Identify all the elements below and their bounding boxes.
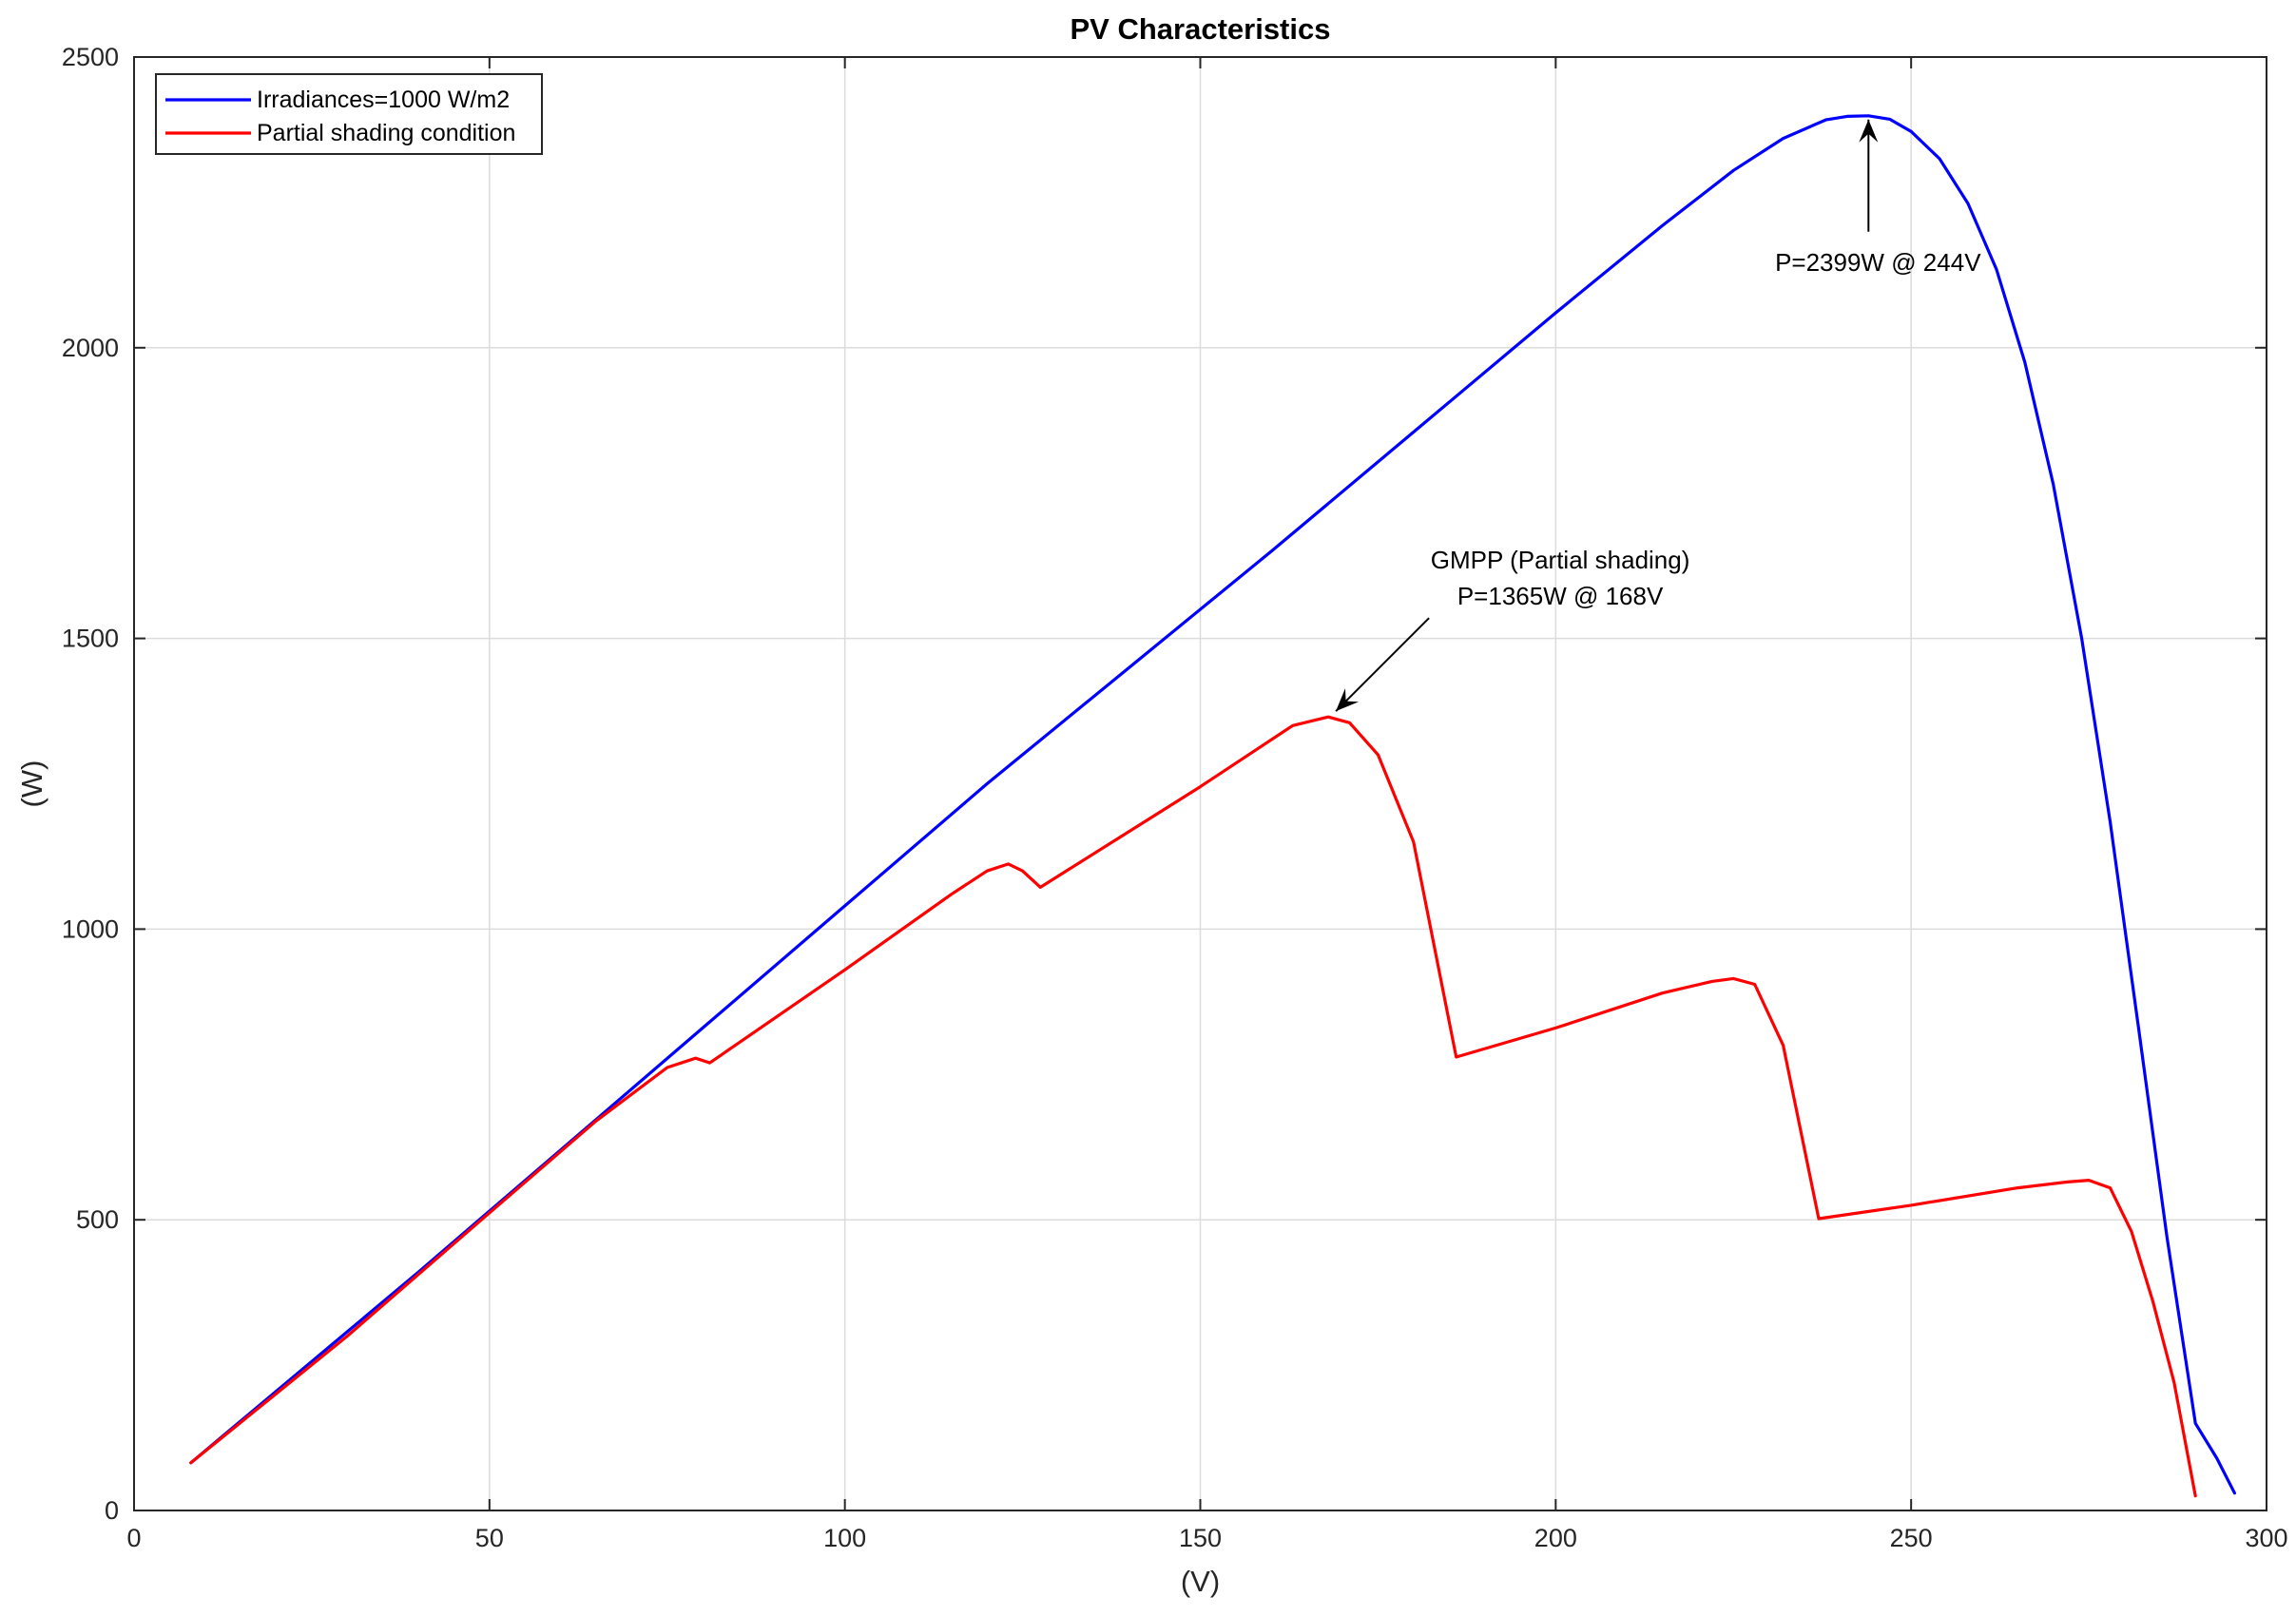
- x-tick-label: 250: [1890, 1524, 1933, 1552]
- series-group: [189, 114, 2236, 1498]
- y-tick-label: 0: [105, 1496, 119, 1525]
- annotation-arrow-gmpp-head: [1336, 688, 1360, 712]
- series-line-1: [189, 114, 2236, 1495]
- y-tick-label: 1500: [62, 625, 119, 653]
- annotation-gmpp-title: GMPP (Partial shading): [1431, 546, 1690, 574]
- legend-label-1: Irradiances=1000 W/m2: [257, 87, 510, 113]
- y-axis-label: (W): [15, 760, 48, 808]
- legend-label-2: Partial shading condition: [257, 120, 515, 146]
- annotations: P=2399W @ 244V GMPP (Partial shading) P=13…: [1335, 119, 1981, 712]
- x-tick-label: 300: [2245, 1524, 2287, 1552]
- legend-box: [155, 73, 543, 155]
- legend: Irradiances=1000 W/m2 Partial shading con…: [155, 73, 543, 155]
- x-axis-label: (V): [1181, 1565, 1220, 1598]
- x-tick-label: 150: [1179, 1524, 1222, 1552]
- grid: [134, 57, 2267, 1510]
- annotation-blue-peak: P=2399W @ 244V: [1775, 248, 1981, 277]
- y-tick-label: 500: [76, 1205, 119, 1234]
- y-tick-label: 2000: [62, 334, 119, 362]
- series-line-2: [189, 715, 2197, 1498]
- x-tick-label: 50: [475, 1524, 504, 1552]
- x-tick-label: 0: [126, 1524, 141, 1552]
- annotation-arrow-gmpp-shaft: [1335, 617, 1430, 712]
- x-tick-label: 100: [823, 1524, 866, 1552]
- chart-title: PV Characteristics: [1071, 12, 1331, 46]
- y-tick-label: 1000: [62, 914, 119, 943]
- annotation-gmpp-value: P=1365W @ 168V: [1457, 582, 1664, 610]
- x-tick-label: 200: [1534, 1524, 1577, 1552]
- annotation-arrow-blue-peak-head: [1859, 119, 1879, 143]
- y-tick-label: 2500: [62, 43, 119, 71]
- ticks: 0 50 100 150 200 250 300 0 500 1000 1500 2000 2500: [62, 43, 2288, 1552]
